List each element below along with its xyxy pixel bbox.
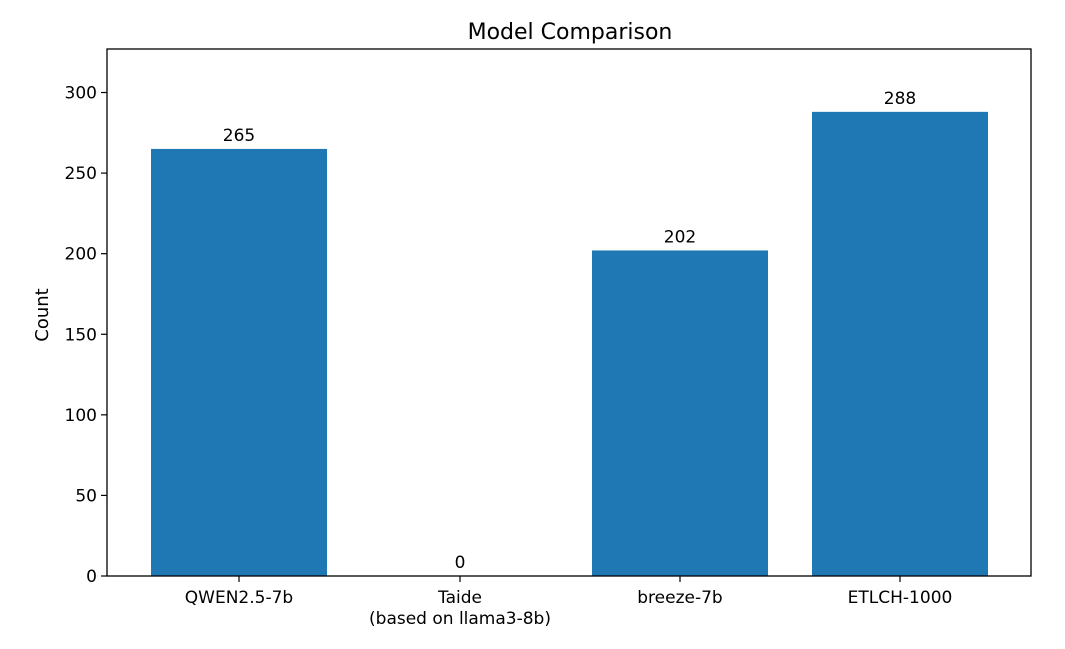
- y-tick-label-1: 50: [75, 486, 97, 506]
- data-label-2: 202: [664, 227, 696, 247]
- y-tick-label-0: 0: [86, 567, 97, 587]
- y-tick-label-4: 200: [65, 245, 97, 265]
- data-label-1: 0: [455, 553, 466, 573]
- y-axis-label: Count: [32, 288, 53, 341]
- data-label-0: 265: [223, 126, 255, 146]
- plot-frame: [106, 48, 1032, 577]
- bar-2: [592, 250, 768, 576]
- y-tick-label-5: 250: [65, 164, 97, 184]
- data-label-3: 288: [884, 89, 916, 109]
- x-tick-label-1-line-1: (based on llama3-8b): [369, 609, 551, 629]
- y-tick-label-6: 300: [65, 84, 97, 104]
- y-tick-label-3: 150: [65, 325, 97, 345]
- y-tick-label-2: 100: [65, 406, 97, 426]
- data-labels-group: 265 0 202 288: [223, 89, 916, 573]
- x-tick-label-0: QWEN2.5-7b: [185, 588, 293, 608]
- chart-title: Model Comparison: [468, 20, 673, 45]
- x-axis-ticks: QWEN2.5-7b Taide(based on llama3-8b) breez…: [185, 576, 953, 629]
- x-tick-label-2: breeze-7b: [637, 588, 722, 608]
- bar-3: [812, 111, 988, 576]
- y-axis-ticks: 0 50 100 150 200 250 300: [65, 84, 107, 587]
- bars-group: [151, 111, 988, 577]
- x-tick-label-1-line-0: Taide: [437, 588, 482, 608]
- bar-0: [151, 148, 327, 577]
- x-tick-label-3: ETLCH-1000: [848, 588, 953, 608]
